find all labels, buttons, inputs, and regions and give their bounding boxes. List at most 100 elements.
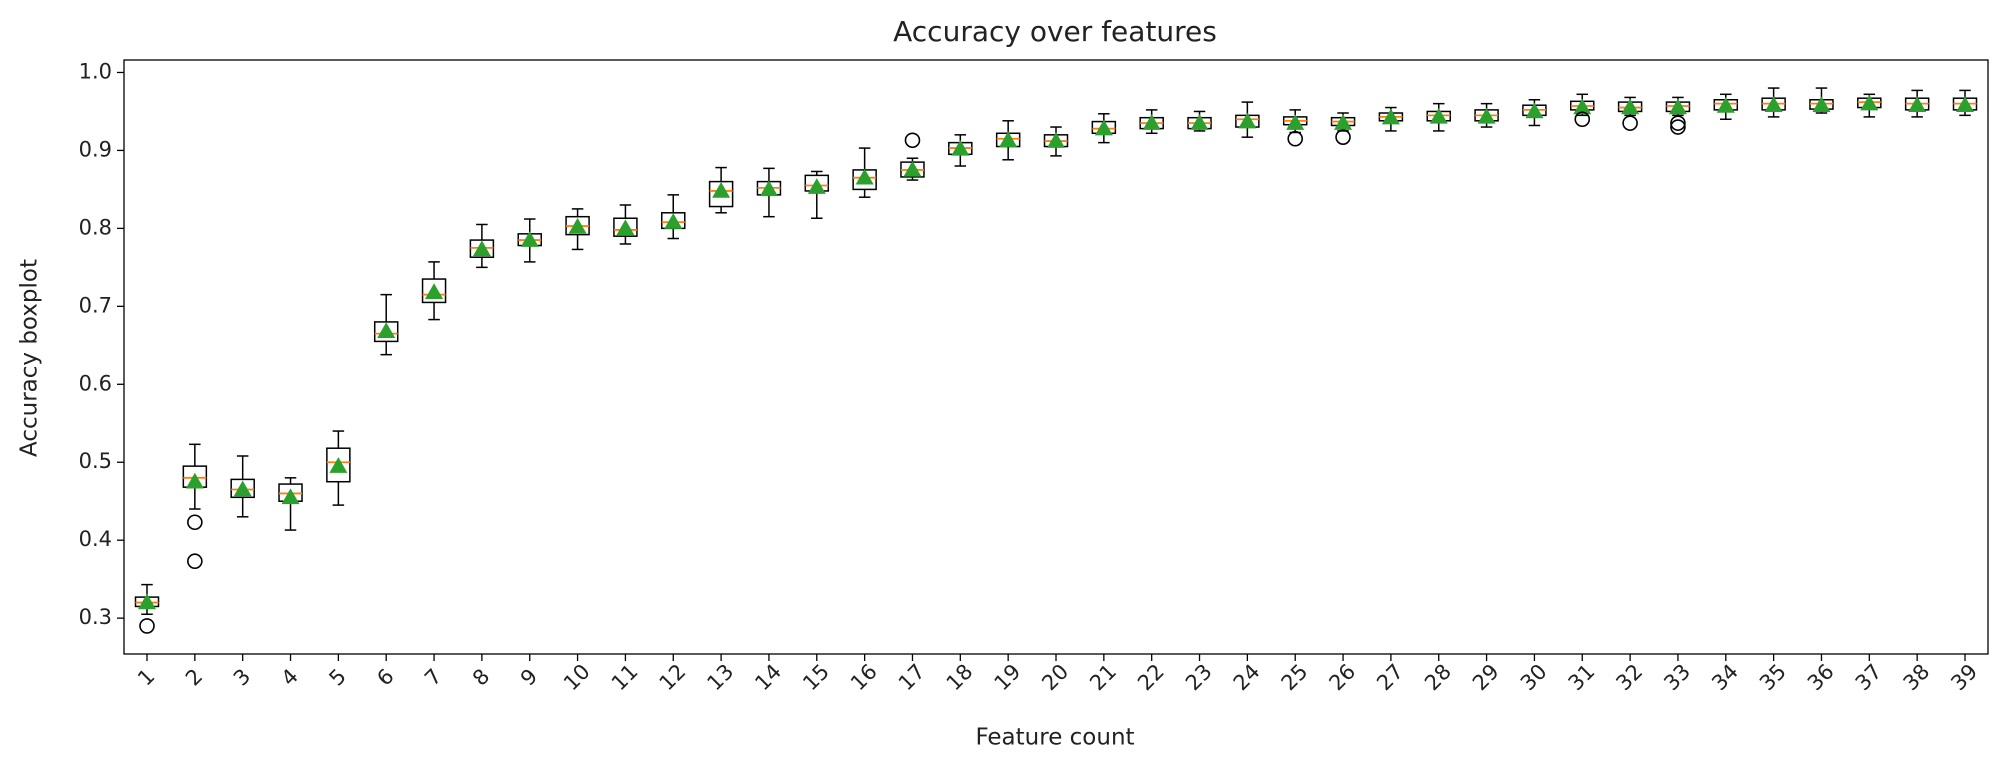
x-tick-label: 14 [750,659,786,695]
outlier [904,132,921,149]
y-tick-label: 0.6 [79,371,112,395]
x-tick-label: 36 [1803,659,1839,695]
mean-marker [903,160,922,177]
mean-marker [1668,98,1687,115]
outlier [1670,115,1686,131]
mean-marker [1956,96,1974,112]
mean-marker [1764,96,1783,112]
mean-marker [664,213,683,229]
mean-marker [1094,119,1113,136]
box [230,478,255,499]
x-tick-label: 1 [133,664,159,690]
x-tick-label: 21 [1085,659,1121,695]
mean-marker [759,180,778,197]
outlier [139,618,155,634]
outlier [1670,119,1686,135]
y-tick-label: 0.5 [79,449,112,473]
mean-marker [1812,96,1831,112]
y-tick-label: 0.4 [79,527,112,551]
y-tick-label: 0.9 [79,137,112,161]
mean-marker [138,593,156,610]
x-tick-label: 12 [655,659,691,695]
outlier [1574,111,1591,128]
x-tick-label: 4 [277,664,303,690]
x-tick-label: 10 [559,659,595,695]
mean-marker [1286,114,1305,130]
outlier [1287,130,1304,147]
x-tick-label: 6 [372,664,398,690]
x-tick-label: 24 [1229,659,1265,695]
x-tick-label: 13 [702,659,738,695]
mean-marker [1860,94,1879,111]
mean-marker [1238,112,1257,129]
x-tick-label: 2 [181,664,207,690]
mean-marker [520,231,539,247]
mean-marker [1573,98,1592,115]
mean-marker [329,457,348,473]
x-tick-label: 9 [516,664,542,690]
box [326,447,351,483]
mean-marker [1334,114,1353,130]
chart-title: Accuracy over features [893,15,1217,48]
x-tick-label: 15 [798,659,834,695]
mean-marker [1190,114,1209,130]
x-tick-label: 31 [1564,659,1600,695]
y-tick-label: 0.3 [79,605,112,629]
x-tick-label: 39 [1946,659,1982,695]
mean-marker [1429,107,1448,124]
mean-marker [1477,107,1496,124]
x-tick-label: 3 [229,664,255,690]
mean-marker [807,178,826,194]
mean-marker [1381,108,1400,125]
x-tick-label: 25 [1277,659,1313,695]
box [421,278,447,304]
x-tick-label: 17 [894,659,930,695]
outlier [1335,129,1351,145]
x-axis-label: Feature count [975,725,1134,751]
x-tick-label: 34 [1707,659,1743,695]
x-tick-label: 20 [1037,659,1073,695]
mean-marker [281,488,300,505]
x-tick-label: 5 [324,664,350,690]
x-tick-label: 19 [990,659,1026,695]
mean-marker [999,131,1018,148]
x-tick-label: 26 [1324,659,1360,695]
mean-marker [1908,96,1927,112]
mean-marker [1716,96,1735,113]
mean-marker [185,472,204,489]
x-tick-label: 11 [607,659,643,695]
outlier [1622,115,1638,131]
x-tick-label: 30 [1516,659,1552,695]
y-axis-label: Accuracy boxplot [17,259,43,457]
box [613,217,638,237]
x-tick-label: 33 [1659,659,1695,695]
x-tick-label: 23 [1181,659,1217,695]
x-tick-label: 27 [1372,659,1408,695]
x-tick-label: 16 [846,659,882,695]
x-tick-label: 8 [468,664,494,690]
x-tick-label: 38 [1899,659,1935,695]
mean-marker [233,480,252,497]
x-tick-label: 28 [1420,659,1456,695]
x-tick-label: 32 [1611,659,1647,695]
outlier [187,553,203,570]
box [708,180,734,208]
y-tick-label: 1.0 [79,59,112,83]
mean-marker [616,219,635,236]
box [373,321,399,343]
mean-marker [425,283,444,300]
mean-marker [1142,114,1161,130]
mean-marker [1525,102,1544,119]
mean-marker [1621,98,1640,115]
x-tick-label: 7 [420,664,446,690]
mean-marker [377,322,396,339]
mean-marker [568,217,587,234]
x-tick-label: 37 [1851,659,1887,695]
outlier [187,514,203,531]
x-tick-label: 18 [942,659,978,695]
mean-marker [712,181,731,198]
mean-marker [1047,132,1065,148]
mean-marker [951,139,970,156]
mean-marker [855,168,874,185]
x-tick-label: 22 [1133,659,1169,695]
